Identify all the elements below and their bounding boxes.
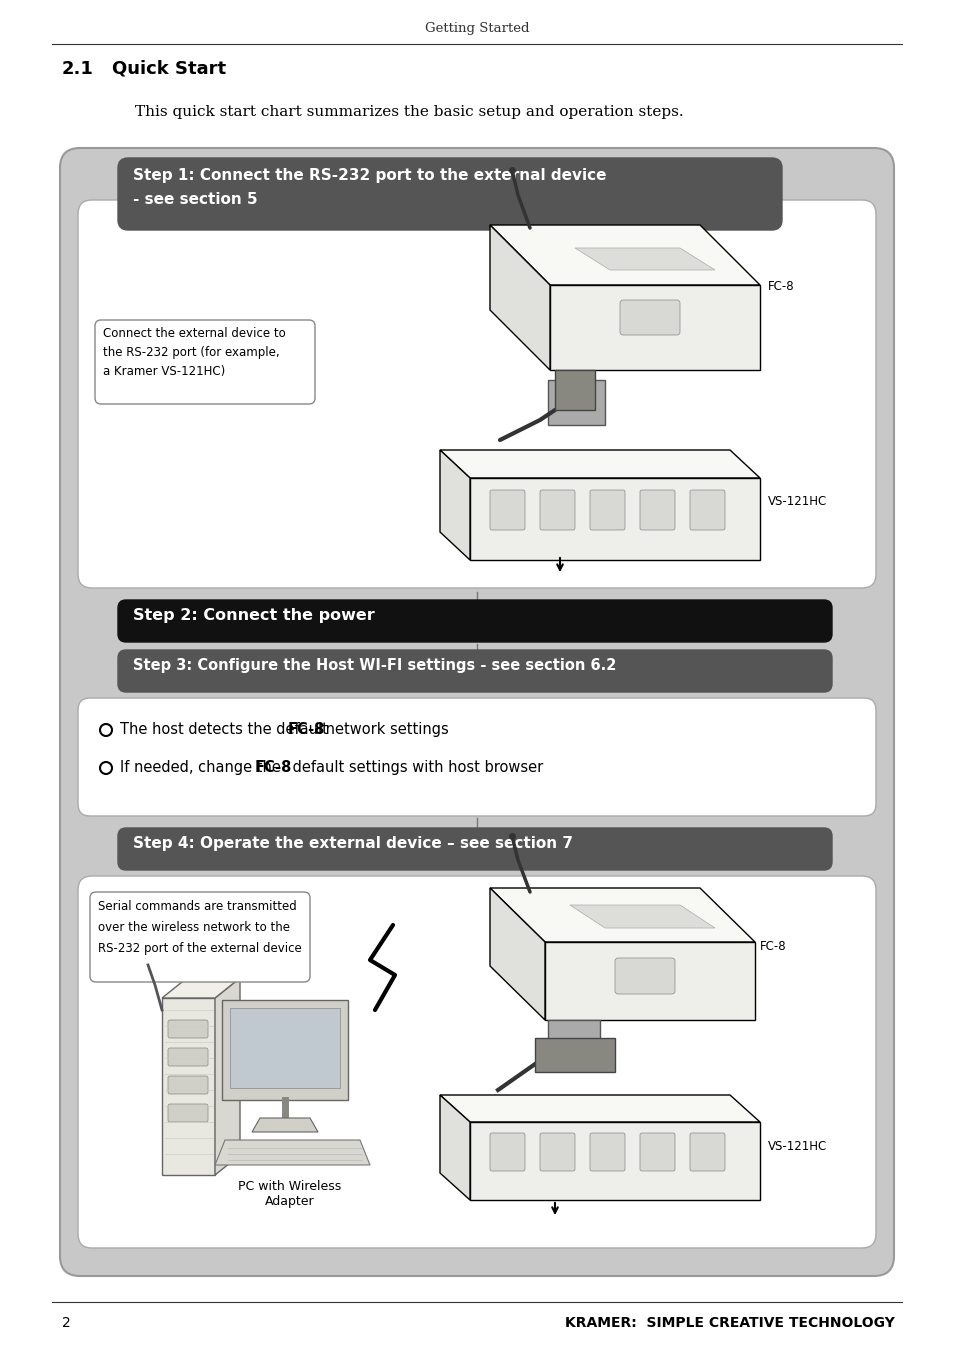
FancyBboxPatch shape [118, 650, 831, 692]
Text: default settings with host browser: default settings with host browser [288, 760, 542, 775]
Polygon shape [555, 370, 595, 410]
FancyBboxPatch shape [589, 1133, 624, 1171]
Polygon shape [439, 1095, 760, 1122]
Text: 2.1: 2.1 [62, 59, 93, 78]
Text: FC-8: FC-8 [767, 280, 794, 293]
Polygon shape [490, 888, 754, 942]
Polygon shape [439, 1095, 470, 1201]
Text: Step 2: Connect the power: Step 2: Connect the power [132, 608, 375, 623]
FancyBboxPatch shape [589, 489, 624, 530]
Text: The host detects the default: The host detects the default [120, 722, 333, 737]
Text: VS-121HC: VS-121HC [767, 1140, 826, 1153]
Text: Connect the external device to
the RS-232 port (for example,
a Kramer VS-121HC): Connect the external device to the RS-23… [103, 327, 286, 379]
Text: PC with Wireless
Adapter: PC with Wireless Adapter [238, 1180, 341, 1207]
Polygon shape [550, 285, 760, 370]
FancyBboxPatch shape [539, 1133, 575, 1171]
Text: If needed, change the: If needed, change the [120, 760, 285, 775]
Text: This quick start chart summarizes the basic setup and operation steps.: This quick start chart summarizes the ba… [135, 105, 683, 119]
Text: FC-8: FC-8 [254, 760, 292, 775]
FancyBboxPatch shape [615, 959, 675, 994]
Polygon shape [222, 1000, 348, 1101]
FancyBboxPatch shape [168, 1105, 208, 1122]
FancyBboxPatch shape [539, 489, 575, 530]
FancyBboxPatch shape [639, 489, 675, 530]
Polygon shape [439, 450, 470, 560]
FancyBboxPatch shape [490, 1133, 524, 1171]
Text: 2: 2 [62, 1315, 71, 1330]
Text: Getting Started: Getting Started [424, 22, 529, 35]
Polygon shape [252, 1118, 317, 1132]
Text: FC-8: FC-8 [288, 722, 325, 737]
FancyBboxPatch shape [118, 158, 781, 230]
Polygon shape [490, 224, 760, 285]
FancyBboxPatch shape [60, 147, 893, 1276]
Text: Step 1: Connect the RS-232 port to the external device: Step 1: Connect the RS-232 port to the e… [132, 168, 606, 183]
Text: KRAMER:  SIMPLE CREATIVE TECHNOLOGY: KRAMER: SIMPLE CREATIVE TECHNOLOGY [564, 1315, 894, 1330]
Text: Step 4: Operate the external device – see section 7: Step 4: Operate the external device – se… [132, 836, 573, 850]
FancyBboxPatch shape [619, 300, 679, 335]
Text: VS-121HC: VS-121HC [767, 495, 826, 508]
FancyBboxPatch shape [78, 200, 875, 588]
FancyBboxPatch shape [689, 489, 724, 530]
FancyBboxPatch shape [95, 320, 314, 404]
FancyBboxPatch shape [78, 876, 875, 1248]
Polygon shape [535, 1038, 615, 1072]
FancyBboxPatch shape [118, 600, 831, 642]
FancyBboxPatch shape [168, 1076, 208, 1094]
Polygon shape [544, 942, 754, 1019]
FancyBboxPatch shape [78, 698, 875, 817]
FancyBboxPatch shape [168, 1019, 208, 1038]
FancyBboxPatch shape [639, 1133, 675, 1171]
Polygon shape [575, 247, 714, 270]
Polygon shape [470, 1122, 760, 1201]
Polygon shape [214, 1140, 370, 1165]
Text: Step 3: Configure the Host WI-FI settings - see section 6.2: Step 3: Configure the Host WI-FI setting… [132, 658, 616, 673]
Polygon shape [230, 1009, 339, 1088]
Text: Quick Start: Quick Start [112, 59, 226, 78]
FancyBboxPatch shape [490, 489, 524, 530]
Polygon shape [547, 1019, 599, 1059]
FancyBboxPatch shape [118, 827, 831, 869]
Polygon shape [490, 224, 550, 370]
Polygon shape [470, 479, 760, 560]
FancyBboxPatch shape [90, 892, 310, 982]
Polygon shape [569, 904, 714, 927]
FancyBboxPatch shape [168, 1048, 208, 1065]
Polygon shape [547, 380, 604, 425]
Polygon shape [490, 888, 544, 1019]
Text: - see section 5: - see section 5 [132, 192, 257, 207]
Circle shape [100, 763, 112, 773]
Polygon shape [162, 998, 214, 1175]
Polygon shape [162, 977, 240, 998]
Polygon shape [214, 977, 240, 1175]
Polygon shape [439, 450, 760, 479]
FancyBboxPatch shape [689, 1133, 724, 1171]
Circle shape [100, 725, 112, 735]
Text: FC-8: FC-8 [760, 940, 786, 953]
Text: Serial commands are transmitted
over the wireless network to the
RS-232 port of : Serial commands are transmitted over the… [98, 900, 301, 955]
Text: network settings: network settings [320, 722, 448, 737]
